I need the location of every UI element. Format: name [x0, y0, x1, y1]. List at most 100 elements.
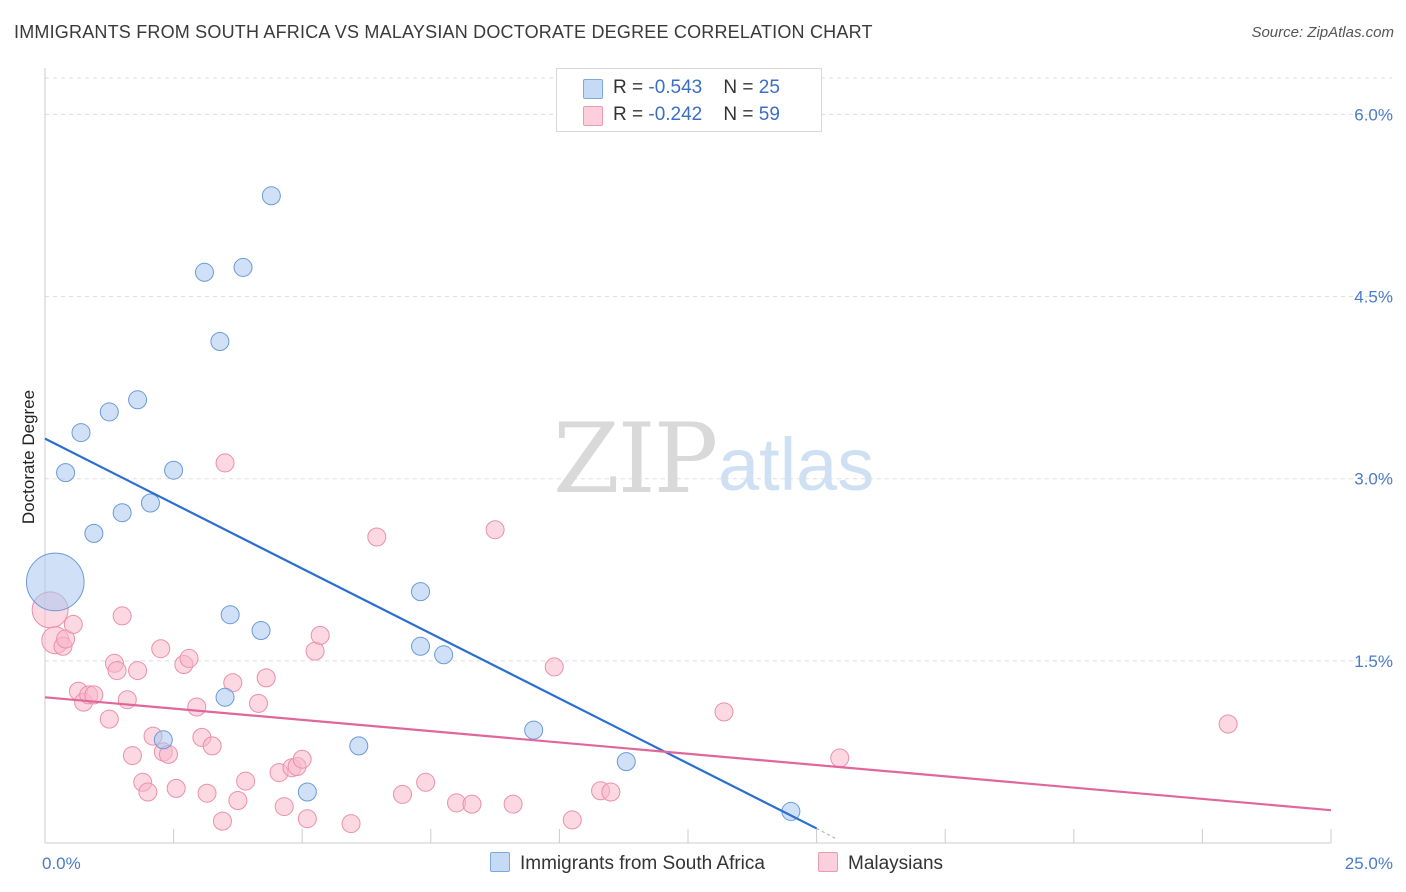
malaysians-point	[187, 697, 207, 717]
malaysians-point	[56, 629, 76, 649]
malaysians-point	[544, 657, 564, 677]
malaysians-trend-line	[44, 696, 1332, 812]
malaysians-point	[485, 520, 505, 540]
malaysians-point	[202, 736, 222, 756]
y-tick-label: 3.0%	[1354, 470, 1393, 489]
watermark: ZIP atlas	[553, 403, 874, 515]
malaysians-point	[138, 782, 158, 802]
chart-title: IMMIGRANTS FROM SOUTH AFRICA VS MALAYSIA…	[14, 22, 873, 42]
malaysians-point	[197, 783, 217, 803]
legend-n-label: N =	[723, 77, 759, 98]
malaysians-point	[248, 693, 268, 713]
south-africa-point	[140, 493, 160, 513]
watermark-zip: ZIP	[553, 403, 716, 515]
x-tick-label: 25.0%	[1345, 854, 1393, 873]
south-africa-point	[153, 730, 173, 750]
south-africa-point	[349, 736, 369, 756]
south-africa-point	[411, 636, 431, 656]
malaysians-point	[562, 810, 582, 830]
south-africa-point	[84, 523, 104, 543]
south-africa-point	[215, 687, 235, 707]
axes: 1.5% 3.0% 4.5% 6.0% 0.0% 25.0%	[42, 68, 1393, 873]
malaysians-point	[462, 794, 482, 814]
legend-r-value: -0.242	[648, 104, 703, 125]
south-africa-point	[71, 423, 91, 443]
malaysians-point	[830, 748, 850, 768]
south-africa-point	[99, 402, 119, 422]
south-africa-point	[434, 645, 454, 665]
stats-legend: R = -0.543 N = 25 R = -0.242 N = 59	[556, 68, 822, 132]
malaysians-point	[1218, 714, 1238, 734]
malaysians-point	[223, 673, 243, 693]
legend-row-malaysians: R = -0.242 N = 59	[557, 102, 819, 128]
malaysians-point	[236, 771, 256, 791]
malaysians-point	[112, 606, 132, 626]
malaysians-point	[341, 814, 361, 834]
south-africa-point	[220, 605, 240, 625]
south-africa-point	[56, 463, 76, 483]
legend-row-south-africa: R = -0.543 N = 25	[557, 75, 819, 101]
south-africa-point	[297, 782, 317, 802]
legend-n-label: N =	[723, 104, 759, 125]
malaysians-point	[714, 702, 734, 722]
south-africa-point	[112, 503, 132, 523]
malaysians-point	[292, 749, 312, 769]
malaysians-point	[367, 527, 387, 547]
malaysians-point	[215, 453, 235, 473]
legend-r-value: -0.543	[648, 77, 703, 98]
watermark-atlas: atlas	[718, 423, 874, 506]
malaysians-point	[99, 709, 119, 729]
y-tick-label: 4.5%	[1354, 288, 1393, 307]
malaysians-point	[107, 661, 127, 681]
malaysians-point	[274, 797, 294, 817]
malaysians-point	[151, 639, 171, 659]
legend-r-label: R =	[613, 104, 649, 125]
south-africa-point	[251, 621, 271, 640]
malaysians-point	[63, 614, 83, 634]
x-tick-label: 0.0%	[42, 854, 81, 873]
south-africa-trend-extension	[816, 827, 838, 840]
malaysians-point	[601, 782, 621, 802]
south-africa-point	[411, 582, 431, 602]
malaysians-point	[212, 811, 232, 831]
malaysians-point	[84, 685, 104, 705]
malaysians-point	[503, 794, 523, 814]
trend-lines	[44, 437, 1332, 840]
malaysians-point	[305, 641, 325, 661]
malaysians-point	[179, 648, 199, 668]
series-label: Malaysians	[848, 853, 944, 874]
legend-r-label: R =	[613, 77, 649, 98]
legend-swatch-blue	[583, 79, 603, 99]
series-legend-malaysians: Malaysians	[818, 852, 943, 875]
gridlines	[45, 77, 1392, 662]
y-tick-label: 6.0%	[1354, 105, 1393, 124]
malaysians-point	[166, 778, 186, 798]
south-africa-point	[194, 262, 214, 282]
series-swatch-pink	[818, 852, 838, 872]
south-africa-trend-line	[44, 437, 818, 830]
malaysians-point	[128, 661, 148, 681]
series-label: Immigrants from South Africa	[520, 853, 765, 874]
south-africa-point	[128, 390, 148, 410]
legend-swatch-pink	[583, 106, 603, 126]
south-africa-point	[616, 752, 636, 772]
malaysians-point	[416, 772, 436, 792]
malaysians-point	[122, 746, 142, 766]
south-africa-point	[233, 257, 253, 277]
malaysians-point	[228, 791, 248, 810]
malaysians-point	[297, 809, 317, 829]
south-africa-point	[524, 720, 544, 740]
y-tick-label: 1.5%	[1354, 652, 1393, 671]
south-africa-point	[210, 332, 230, 351]
legend-n-value: 25	[758, 77, 780, 98]
legend-n-value: 59	[758, 104, 780, 125]
south-africa-point	[164, 460, 184, 480]
south-africa-point	[261, 186, 281, 206]
malaysians-point	[310, 625, 330, 645]
south-africa-point	[25, 552, 85, 612]
y-axis-label: Doctorate Degree	[19, 390, 38, 524]
malaysians-point	[256, 668, 276, 688]
series-legend-south-africa: Immigrants from South Africa	[490, 852, 765, 875]
malaysians-point	[393, 784, 413, 804]
